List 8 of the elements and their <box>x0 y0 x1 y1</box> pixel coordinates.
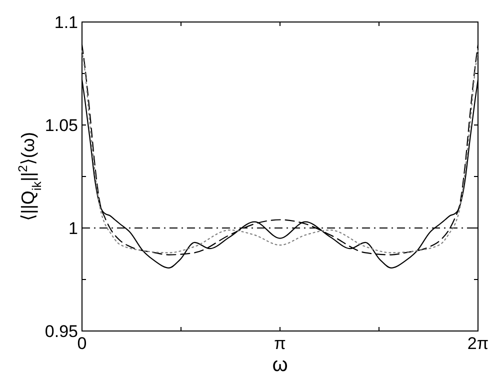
x-tick-label: 0 <box>77 334 87 353</box>
y-tick-label: 1 <box>68 219 78 238</box>
x-axis-title: ω <box>272 354 288 376</box>
y-tick-label: 1.1 <box>54 13 78 32</box>
x-tick-label: π <box>274 334 286 353</box>
y-tick-label: 1.05 <box>44 116 78 135</box>
x-tick-label: 2π <box>467 334 489 353</box>
y-tick-label: 0.95 <box>44 322 78 341</box>
